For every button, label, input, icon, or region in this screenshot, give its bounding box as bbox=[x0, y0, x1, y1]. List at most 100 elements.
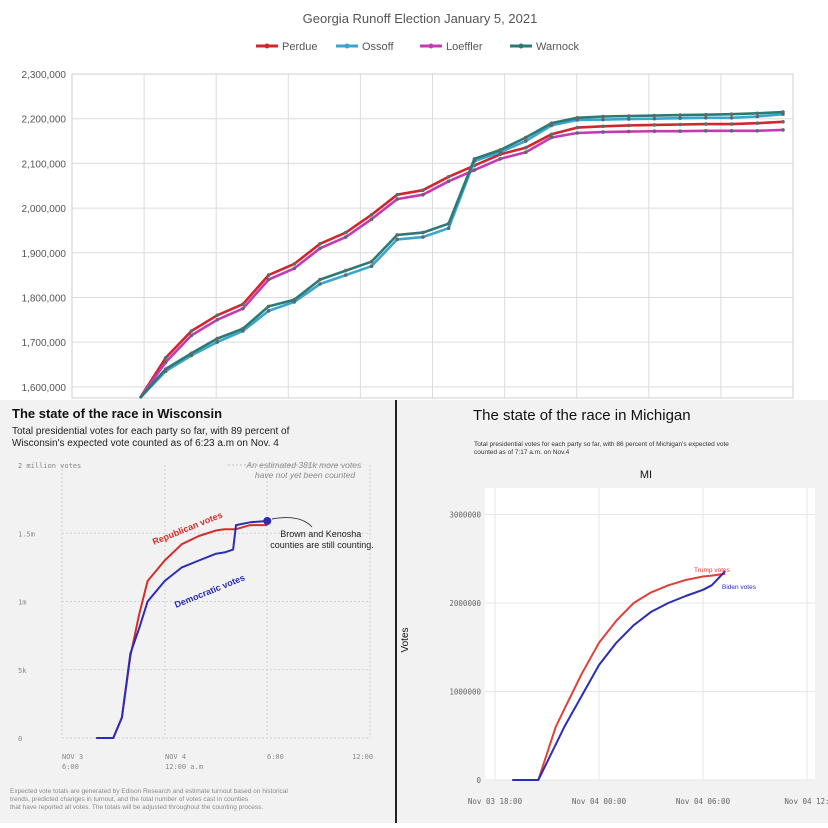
data-point-loeffler bbox=[549, 135, 554, 140]
data-point-warnock bbox=[421, 230, 425, 235]
wisconsin-x-tick-label: 6:00 bbox=[62, 763, 79, 771]
data-point-loeffler bbox=[601, 130, 605, 134]
data-point-warnock bbox=[241, 326, 245, 331]
georgia-chart: Georgia Runoff Election January 5, 2021 … bbox=[0, 0, 828, 400]
data-point-warnock bbox=[755, 111, 760, 116]
wisconsin-title: The state of the race in Wisconsin bbox=[12, 406, 222, 421]
data-point-loeffler bbox=[189, 333, 194, 338]
michigan-x-tick-label: Nov 04 00:00 bbox=[572, 797, 627, 806]
data-point-loeffler bbox=[395, 197, 400, 201]
georgia-y-tick-label: 1,900,000 bbox=[22, 249, 67, 260]
data-point-perdue bbox=[678, 122, 682, 127]
data-point-warnock bbox=[729, 112, 734, 116]
georgia-y-tick-label: 2,000,000 bbox=[22, 204, 67, 215]
georgia-y-axis: 2,300,000 2,200,000 2,100,000 2,000,000 1,90… bbox=[22, 70, 67, 394]
data-point-warnock bbox=[215, 336, 219, 341]
data-point-perdue bbox=[344, 230, 348, 235]
series-line-warnock bbox=[139, 110, 784, 399]
legend-label-ossoff: Ossoff bbox=[362, 41, 395, 53]
wisconsin-x-tick-label: 12:00 bbox=[352, 753, 373, 761]
wisconsin-annotation-arrow bbox=[271, 517, 313, 528]
data-point-loeffler bbox=[344, 235, 348, 239]
legend-marker-warnock bbox=[518, 43, 524, 49]
data-point-ossoff bbox=[369, 264, 374, 269]
data-point-perdue bbox=[524, 145, 528, 150]
data-point-perdue bbox=[421, 188, 425, 192]
series-line-trump-votes bbox=[512, 572, 726, 781]
georgia-series bbox=[138, 110, 785, 399]
data-point-perdue bbox=[626, 123, 631, 128]
wisconsin-annotation-uncounted: An estimated 381k more votes have not ye… bbox=[245, 460, 363, 480]
wisconsin-y-axis: 2 million votes 1.5m 1m 5k 0 bbox=[18, 462, 81, 743]
data-point-ossoff bbox=[446, 226, 451, 230]
data-point-ossoff bbox=[704, 116, 708, 120]
series-line-perdue bbox=[138, 120, 784, 399]
data-point-perdue bbox=[652, 123, 657, 127]
wisconsin-x-axis: NOV 3 6:00 NOV 4 12:00 a.m 6:00 12:00 bbox=[62, 753, 373, 771]
georgia-y-tick-label: 1,800,000 bbox=[22, 293, 67, 304]
legend-marker-loeffler bbox=[428, 43, 434, 49]
michigan-panel-label: MI bbox=[640, 469, 652, 481]
legend-marker-perdue bbox=[264, 43, 270, 49]
data-point-loeffler bbox=[369, 217, 374, 221]
wisconsin-chart: The state of the race in Wisconsin Total… bbox=[0, 400, 396, 823]
data-point-perdue bbox=[549, 132, 554, 137]
data-point-ossoff bbox=[601, 117, 605, 122]
data-point-warnock bbox=[266, 304, 271, 309]
georgia-y-tick-label: 2,100,000 bbox=[22, 159, 67, 170]
wisconsin-endpoint-marker bbox=[263, 517, 272, 525]
data-point-ossoff bbox=[652, 116, 657, 121]
data-point-warnock bbox=[575, 116, 579, 120]
michigan-title: The state of the race in Michigan bbox=[473, 407, 691, 424]
data-point-perdue bbox=[729, 122, 734, 126]
michigan-chart: The state of the race in Michigan Total … bbox=[395, 400, 828, 823]
data-point-warnock bbox=[344, 268, 348, 273]
wisconsin-y-tick-label: 1.5m bbox=[18, 530, 35, 538]
data-point-loeffler bbox=[729, 129, 734, 133]
data-point-warnock bbox=[446, 221, 451, 226]
data-point-perdue bbox=[704, 122, 708, 126]
data-point-perdue bbox=[446, 175, 451, 179]
wisconsin-y-tick-label: 2 million votes bbox=[18, 462, 81, 470]
data-point-loeffler bbox=[678, 129, 682, 133]
data-point-loeffler bbox=[318, 246, 322, 251]
data-point-ossoff bbox=[524, 139, 528, 143]
data-point-ossoff bbox=[729, 116, 734, 120]
michigan-x-tick-label: Nov 03 18:00 bbox=[468, 797, 523, 806]
michigan-series-labels: Trump votes Biden votes bbox=[694, 567, 757, 591]
data-point-warnock bbox=[781, 110, 785, 114]
georgia-y-tick-label: 2,200,000 bbox=[22, 115, 67, 126]
data-point-warnock bbox=[318, 277, 322, 282]
data-point-perdue bbox=[395, 192, 400, 197]
data-point-ossoff bbox=[266, 309, 271, 313]
data-point-warnock bbox=[498, 148, 502, 152]
series-line-democratic-votes bbox=[96, 520, 268, 739]
data-point-loeffler bbox=[292, 266, 297, 271]
data-point-ossoff bbox=[678, 116, 682, 120]
wisconsin-x-tick-label: 6:00 bbox=[267, 753, 284, 761]
michigan-subtitle: Total presidential votes for each party … bbox=[474, 441, 731, 456]
georgia-y-tick-label: 2,300,000 bbox=[22, 70, 67, 81]
data-point-warnock bbox=[652, 113, 657, 118]
georgia-background bbox=[0, 0, 828, 400]
data-point-warnock bbox=[292, 297, 297, 302]
data-point-perdue bbox=[292, 262, 297, 266]
data-point-loeffler bbox=[266, 277, 271, 282]
legend-label-warnock: Warnock bbox=[536, 41, 579, 53]
michigan-y-tick-label: 2000000 bbox=[449, 599, 481, 608]
series-line-loeffler bbox=[138, 128, 784, 399]
data-point-warnock bbox=[395, 233, 400, 237]
data-point-perdue bbox=[755, 121, 760, 125]
michigan-plot-area bbox=[485, 488, 815, 780]
data-point-warnock bbox=[678, 113, 682, 117]
georgia-y-tick-label: 1,600,000 bbox=[22, 383, 67, 394]
data-point-loeffler bbox=[652, 129, 657, 133]
wisconsin-annotation-counties: Brown and Kenosha counties are still cou… bbox=[270, 529, 374, 550]
data-point-warnock bbox=[524, 135, 528, 140]
michigan-y-axis-label: Votes bbox=[400, 627, 411, 652]
georgia-plot-frame bbox=[71, 73, 794, 399]
data-point-ossoff bbox=[215, 340, 219, 344]
series-label-biden-votes: Biden votes bbox=[722, 584, 757, 591]
data-point-perdue bbox=[266, 273, 271, 277]
